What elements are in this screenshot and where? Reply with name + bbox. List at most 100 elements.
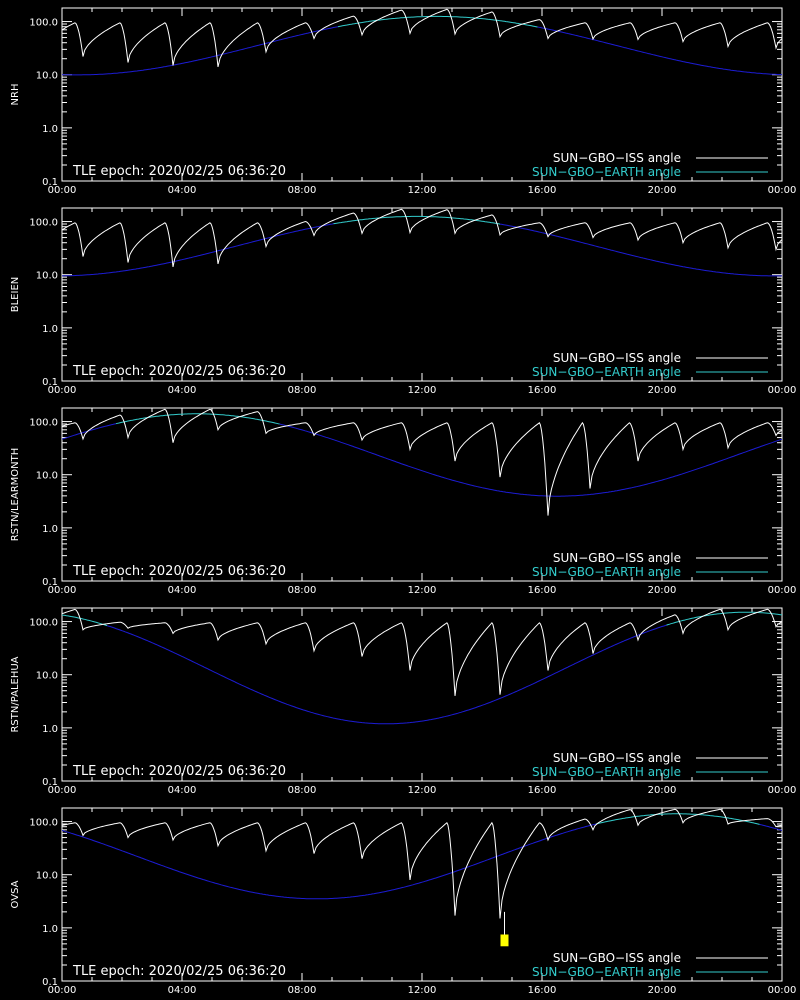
y-axis-label: RSTN/LEARMONTH — [10, 448, 21, 542]
y-tick-label: 10.0 — [36, 271, 58, 282]
series-group — [62, 608, 782, 725]
x-tick-label: 12:00 — [408, 785, 437, 796]
series-group — [62, 208, 782, 277]
legend-label: SUN−GBO−ISS angle — [553, 151, 681, 165]
tle-epoch-note: TLE epoch: 2020/02/25 06:36:20 — [72, 164, 286, 179]
iss-angle-line — [62, 208, 782, 268]
y-tick-label: 10.0 — [36, 871, 58, 882]
y-tick-label: 0.1 — [42, 377, 58, 388]
x-tick-label: 00:00 — [768, 185, 797, 196]
x-tick-label: 16:00 — [528, 785, 557, 796]
legend-label: SUN−GBO−ISS angle — [553, 351, 681, 365]
y-tick-label: 10.0 — [36, 671, 58, 682]
iss-angle-line — [62, 408, 782, 516]
series-group — [62, 8, 782, 76]
y-tick-label: 0.1 — [42, 977, 58, 988]
y-tick-label: 10.0 — [36, 71, 58, 82]
x-tick-label: 00:00 — [48, 585, 77, 596]
y-tick-label: 100.0 — [29, 818, 58, 829]
panel-4: 0.1 1.0 10.0 100.0 00:00 04:00 08:00 12:00 16:00… — [10, 607, 797, 796]
earth-angle-line — [759, 823, 782, 831]
x-tick-label: 04:00 — [168, 985, 197, 996]
earth-angle-line — [666, 611, 782, 626]
x-tick-label: 16:00 — [528, 585, 557, 596]
earth-angle-line — [337, 15, 538, 28]
legend-label: SUN−GBO−EARTH angle — [532, 165, 681, 179]
x-tick-label: 00:00 — [768, 785, 797, 796]
x-tick-label: 08:00 — [288, 985, 317, 996]
x-tick-label: 12:00 — [408, 385, 437, 396]
x-tick-label: 04:00 — [168, 185, 197, 196]
x-tick-label: 12:00 — [408, 185, 437, 196]
y-axis-label: RSTN/PALEHUA — [10, 656, 21, 732]
y-tick-label: 0.1 — [42, 577, 58, 588]
earth-angle-line — [106, 624, 667, 725]
x-tick-label: 00:00 — [48, 785, 77, 796]
x-tick-label: 04:00 — [168, 385, 197, 396]
x-tick-label: 20:00 — [648, 985, 677, 996]
iss-angle-line — [62, 808, 782, 919]
legend-label: SUN−GBO−ISS angle — [553, 951, 681, 965]
x-tick-label: 20:00 — [648, 385, 677, 396]
y-tick-label: 100.0 — [29, 618, 58, 629]
earth-angle-line — [62, 26, 339, 76]
series-group — [62, 408, 782, 516]
panel-1: 0.1 1.0 10.0 100.0 00:00 04:00 08:00 12:00 16:00… — [10, 7, 797, 196]
x-tick-label: 00:00 — [48, 985, 77, 996]
series-group — [62, 808, 782, 947]
earth-angle-line — [279, 423, 782, 497]
x-tick-label: 12:00 — [408, 585, 437, 596]
legend-label: SUN−GBO−EARTH angle — [532, 365, 681, 379]
tle-epoch-note: TLE epoch: 2020/02/25 06:36:20 — [72, 964, 286, 979]
y-axis-label: OVSA — [10, 880, 21, 908]
x-tick-label: 00:00 — [48, 385, 77, 396]
legend-label: SUN−GBO−ISS angle — [553, 551, 681, 565]
x-tick-label: 16:00 — [528, 185, 557, 196]
earth-angle-line — [62, 423, 117, 440]
marker-bar — [500, 934, 509, 947]
legend-label: SUN−GBO−EARTH angle — [532, 765, 681, 779]
y-tick-label: 1.0 — [42, 924, 58, 935]
y-tick-label: 0.1 — [42, 177, 58, 188]
y-axis-label: NRH — [10, 84, 21, 106]
y-tick-label: 1.0 — [42, 524, 58, 535]
tle-epoch-note: TLE epoch: 2020/02/25 06:36:20 — [72, 764, 286, 779]
x-tick-label: 16:00 — [528, 985, 557, 996]
x-tick-label: 08:00 — [288, 185, 317, 196]
legend-label: SUN−GBO−ISS angle — [553, 751, 681, 765]
x-tick-label: 08:00 — [288, 585, 317, 596]
y-tick-label: 1.0 — [42, 124, 58, 135]
x-tick-label: 20:00 — [648, 585, 677, 596]
x-tick-label: 16:00 — [528, 385, 557, 396]
panel-3: 0.1 1.0 10.0 100.0 00:00 04:00 08:00 12:00 16:00… — [10, 407, 797, 596]
x-tick-label: 04:00 — [168, 785, 197, 796]
x-tick-label: 00:00 — [768, 385, 797, 396]
x-tick-label: 00:00 — [768, 985, 797, 996]
x-tick-label: 00:00 — [768, 585, 797, 596]
earth-angle-line — [595, 813, 760, 825]
earth-angle-line — [537, 26, 782, 76]
tle-epoch-note: TLE epoch: 2020/02/25 06:36:20 — [72, 364, 286, 379]
y-tick-label: 10.0 — [36, 471, 58, 482]
x-tick-label: 20:00 — [648, 185, 677, 196]
panel-2: 0.1 1.0 10.0 100.0 00:00 04:00 08:00 12:00 16:00… — [10, 207, 797, 396]
y-axis-label: BLEIEN — [10, 277, 21, 313]
legend-label: SUN−GBO−EARTH angle — [532, 965, 681, 979]
legend-label: SUN−GBO−EARTH angle — [532, 565, 681, 579]
iss-angle-line — [62, 8, 782, 68]
y-tick-label: 1.0 — [42, 724, 58, 735]
x-tick-label: 12:00 — [408, 985, 437, 996]
y-tick-label: 100.0 — [29, 418, 58, 429]
earth-angle-line — [115, 413, 280, 425]
y-tick-label: 100.0 — [29, 218, 58, 229]
x-tick-label: 20:00 — [648, 785, 677, 796]
earth-angle-line — [333, 215, 501, 225]
x-tick-label: 00:00 — [48, 185, 77, 196]
earth-angle-line — [62, 614, 108, 627]
tle-epoch-note: TLE epoch: 2020/02/25 06:36:20 — [72, 564, 286, 579]
earth-angle-line — [62, 823, 597, 900]
y-tick-label: 1.0 — [42, 324, 58, 335]
x-tick-label: 04:00 — [168, 585, 197, 596]
y-tick-label: 100.0 — [29, 18, 58, 29]
